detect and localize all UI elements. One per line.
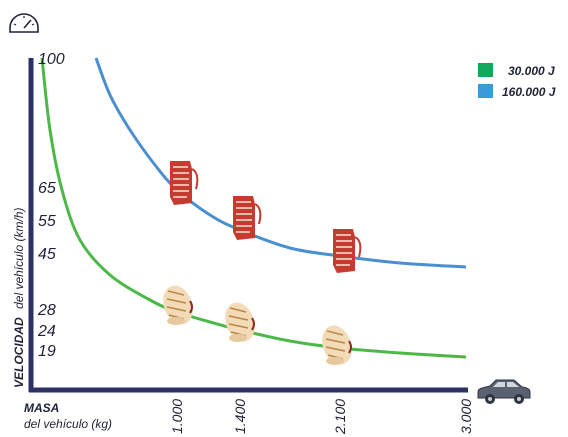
impact-dummy-icon <box>233 196 262 240</box>
car-icon <box>477 379 531 404</box>
legend-swatch-160000 <box>478 84 493 98</box>
speedometer-icon <box>9 13 39 33</box>
legend-label-30000: 30.000 J <box>508 64 555 78</box>
y-tick-label: 45 <box>38 246 56 263</box>
legend: 30.000 J 160.000 J <box>478 63 556 99</box>
impact-dummy-icon <box>225 302 255 342</box>
y-tick-label: 24 <box>37 323 56 340</box>
x-tick-label: 2.100 <box>332 399 348 435</box>
y-tick-label: 19 <box>38 343 56 360</box>
x-tick-label: 1.000 <box>169 399 185 434</box>
series-line-160000 <box>94 57 467 269</box>
y-tick-label: 28 <box>37 302 56 319</box>
legend-label-160000: 160.000 J <box>502 85 556 99</box>
y-axis-title-rest: del vehículo (km/h) <box>12 207 26 308</box>
x-tick-labels: 1.000 1.400 2.100 3.000 <box>169 399 474 435</box>
impact-dummy-icon <box>163 285 193 325</box>
y-tick-label: 55 <box>38 213 56 230</box>
y-tick-labels: 100 65 55 45 28 24 19 <box>37 51 65 360</box>
impact-markers <box>163 161 362 365</box>
y-tick-label: 65 <box>38 180 56 197</box>
y-axis-title: VELOCIDAD del vehículo (km/h) <box>10 207 27 388</box>
x-tick-label: 1.400 <box>232 399 248 434</box>
impact-dummy-icon <box>322 325 352 365</box>
y-axis-title-bold: VELOCIDAD <box>12 317 26 388</box>
x-tick-label: 3.000 <box>458 399 474 434</box>
impact-dummy-icon <box>333 229 362 273</box>
legend-swatch-30000 <box>478 63 493 77</box>
x-axis-title-bold: MASA <box>24 401 59 415</box>
y-tick-label: 100 <box>38 51 65 68</box>
x-axis-title-rest: del vehículo (kg) <box>24 417 112 431</box>
impact-dummy-icon <box>170 161 199 205</box>
